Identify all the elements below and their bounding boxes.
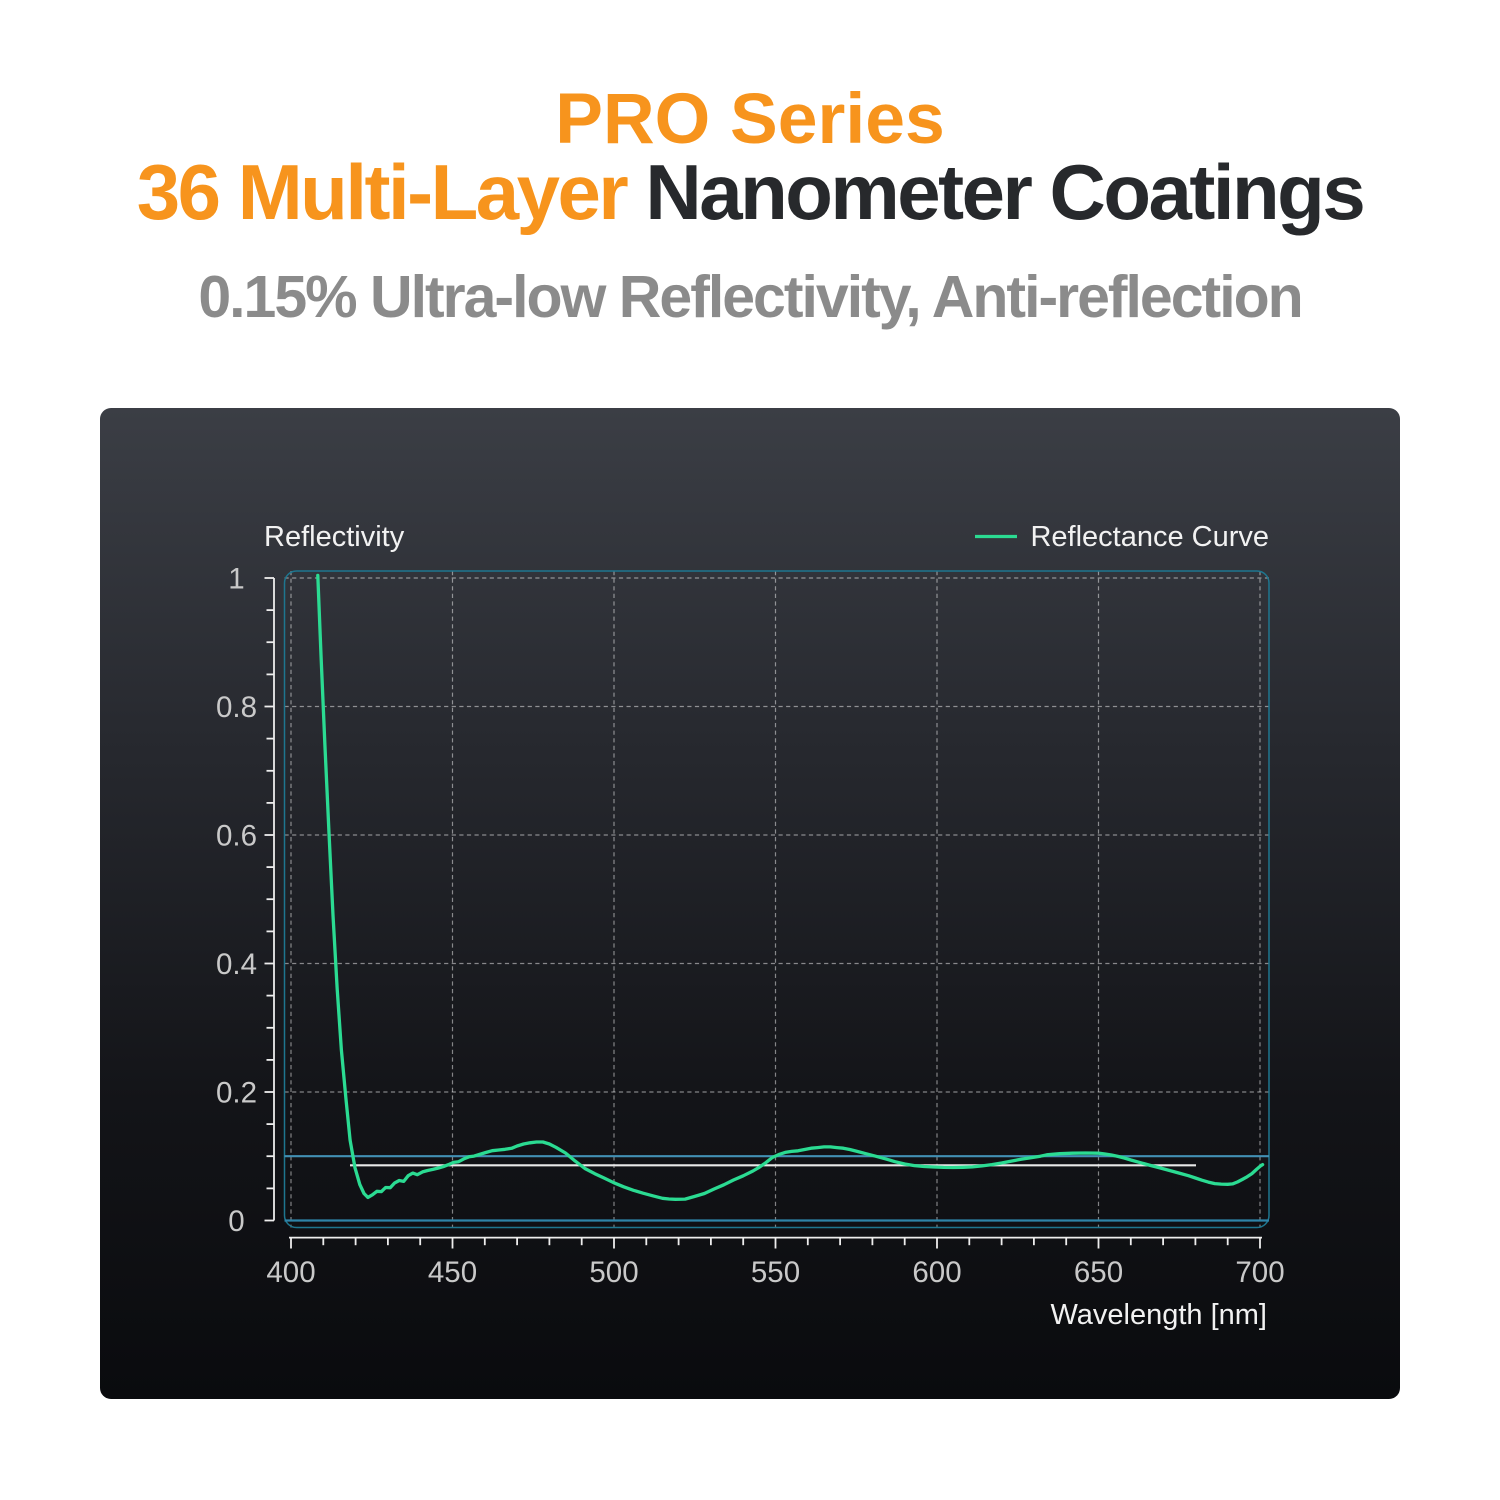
svg-text:Reflectance Curve: Reflectance Curve <box>1030 521 1269 553</box>
svg-text:650: 650 <box>1074 1256 1123 1289</box>
svg-text:0.4: 0.4 <box>216 948 257 981</box>
svg-text:400: 400 <box>266 1256 315 1289</box>
svg-text:1: 1 <box>228 563 244 596</box>
svg-text:0.2: 0.2 <box>216 1077 257 1110</box>
svg-text:700: 700 <box>1235 1256 1284 1289</box>
svg-text:0.6: 0.6 <box>216 820 257 853</box>
svg-text:Reflectivity: Reflectivity <box>264 521 405 553</box>
svg-text:0.8: 0.8 <box>216 691 257 724</box>
svg-text:0: 0 <box>228 1205 244 1238</box>
svg-text:500: 500 <box>589 1256 638 1289</box>
svg-text:450: 450 <box>428 1256 477 1289</box>
svg-text:550: 550 <box>751 1256 800 1289</box>
svg-text:Wavelength [nm]: Wavelength [nm] <box>1050 1299 1267 1331</box>
svg-text:600: 600 <box>912 1256 961 1289</box>
